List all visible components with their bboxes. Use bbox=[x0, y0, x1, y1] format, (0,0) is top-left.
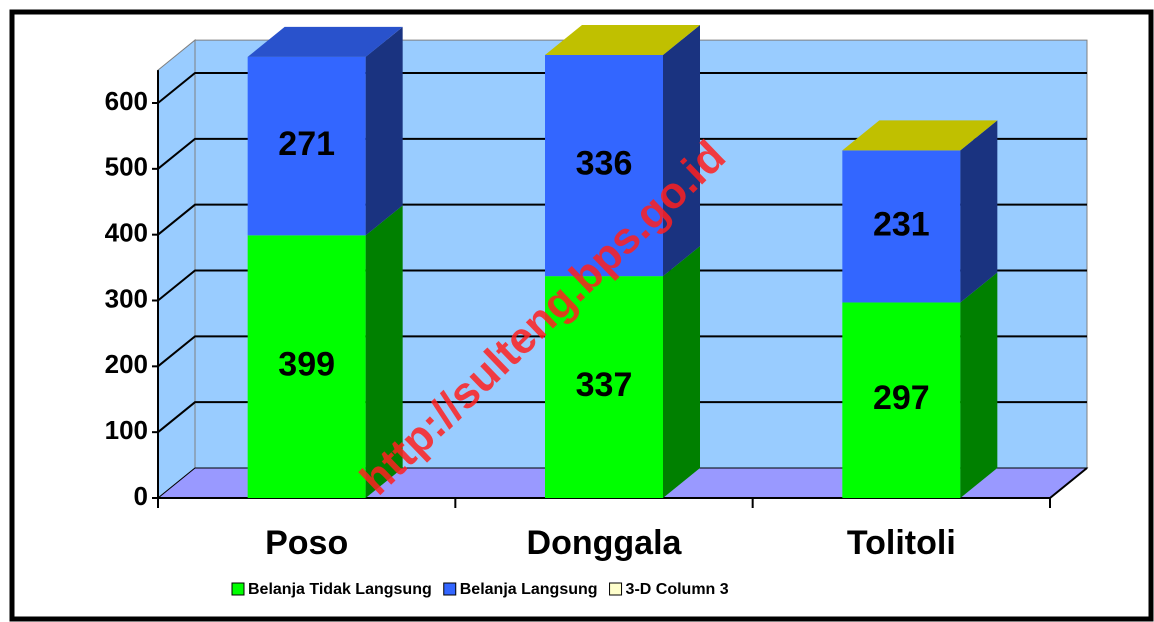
grid-line bbox=[157, 401, 1087, 433]
bar-segment bbox=[842, 150, 961, 303]
legend-marker bbox=[609, 582, 623, 596]
legend-label: Belanja Tidak Langsung bbox=[248, 581, 432, 598]
data-label: 231 bbox=[873, 205, 930, 243]
grid-line bbox=[157, 203, 1087, 236]
bar-segment bbox=[545, 54, 663, 277]
y-tick-label: 200 bbox=[105, 349, 148, 379]
bar-top bbox=[247, 26, 403, 57]
bar-side bbox=[663, 24, 700, 277]
grid-line bbox=[157, 335, 1087, 368]
data-label: 297 bbox=[873, 379, 930, 417]
bar-side bbox=[365, 26, 403, 236]
y-tick-label: 300 bbox=[105, 283, 148, 313]
data-label: 336 bbox=[576, 145, 633, 183]
bar-top bbox=[842, 120, 998, 151]
bar-top bbox=[545, 24, 700, 55]
grid-line bbox=[157, 269, 1087, 302]
x-tick-label: Donggala bbox=[527, 524, 683, 562]
data-label: 337 bbox=[576, 366, 633, 404]
bar-segment bbox=[247, 235, 366, 498]
legend-label: Belanja Langsung bbox=[460, 581, 598, 598]
grid-line bbox=[157, 72, 1087, 104]
grid-line bbox=[157, 137, 1087, 170]
legend-label: 3-D Column 3 bbox=[626, 581, 729, 598]
y-tick-label: 400 bbox=[105, 218, 148, 248]
bar-side bbox=[365, 205, 403, 498]
data-label: 399 bbox=[278, 346, 335, 384]
data-label: 271 bbox=[278, 125, 335, 163]
bar-side bbox=[960, 272, 998, 498]
x-tick-label: Poso bbox=[265, 524, 348, 562]
side-wall bbox=[157, 39, 196, 500]
bar-segment bbox=[247, 56, 366, 236]
y-tick-label: 500 bbox=[105, 152, 148, 182]
bar-segment bbox=[842, 302, 961, 498]
bar-segment bbox=[545, 276, 663, 498]
bar-side bbox=[960, 120, 998, 303]
y-tick-label: 100 bbox=[105, 415, 148, 445]
legend-marker bbox=[231, 582, 245, 596]
x-tick-label: Tolitoli bbox=[847, 524, 956, 562]
y-tick-label: 600 bbox=[105, 86, 148, 116]
y-tick-label: 0 bbox=[134, 481, 148, 511]
legend-marker bbox=[443, 582, 457, 596]
bar-side bbox=[663, 246, 700, 498]
